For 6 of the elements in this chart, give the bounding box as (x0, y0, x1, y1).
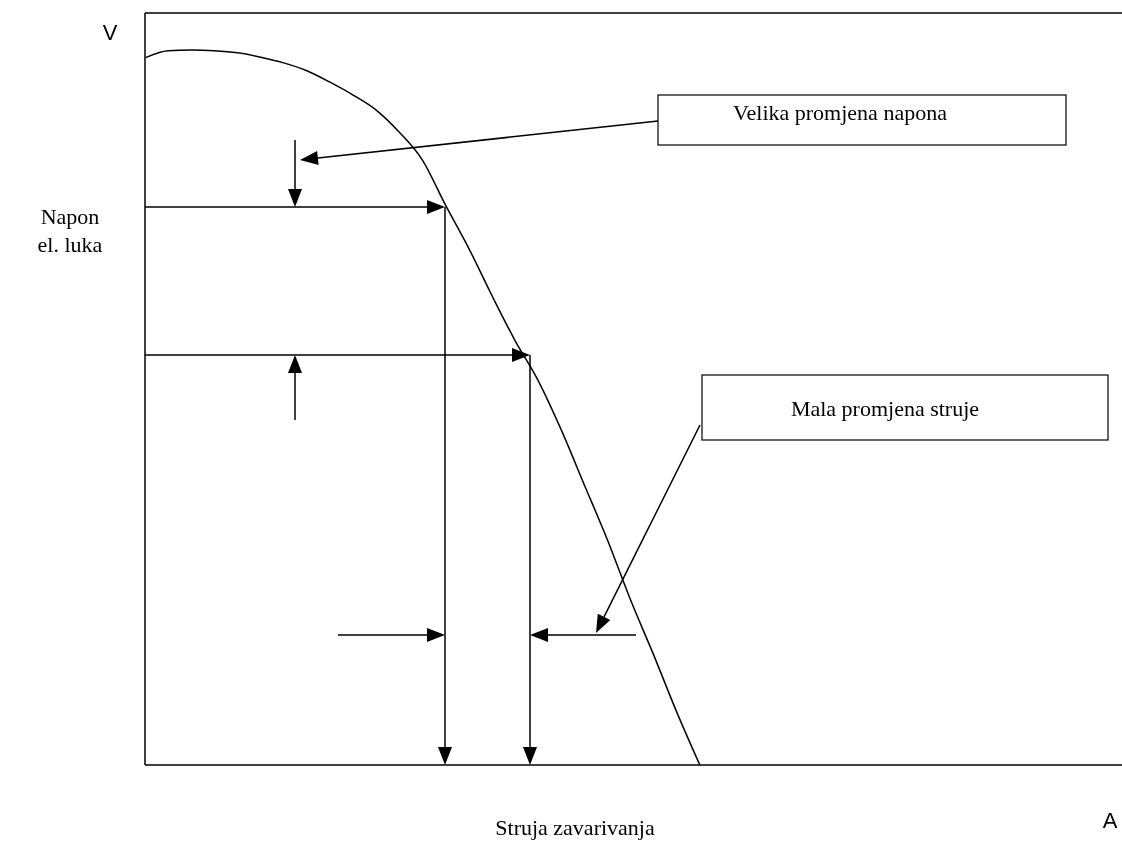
text: V (102, 20, 118, 45)
annotation: Velika promjena napona (733, 100, 948, 125)
text: A (1102, 808, 1118, 833)
annotation: Mala promjena struje (790, 396, 980, 421)
y-axis-title: Napon el. luka (37, 204, 103, 257)
x-axis-title: Struja zavarivanja (495, 815, 655, 840)
